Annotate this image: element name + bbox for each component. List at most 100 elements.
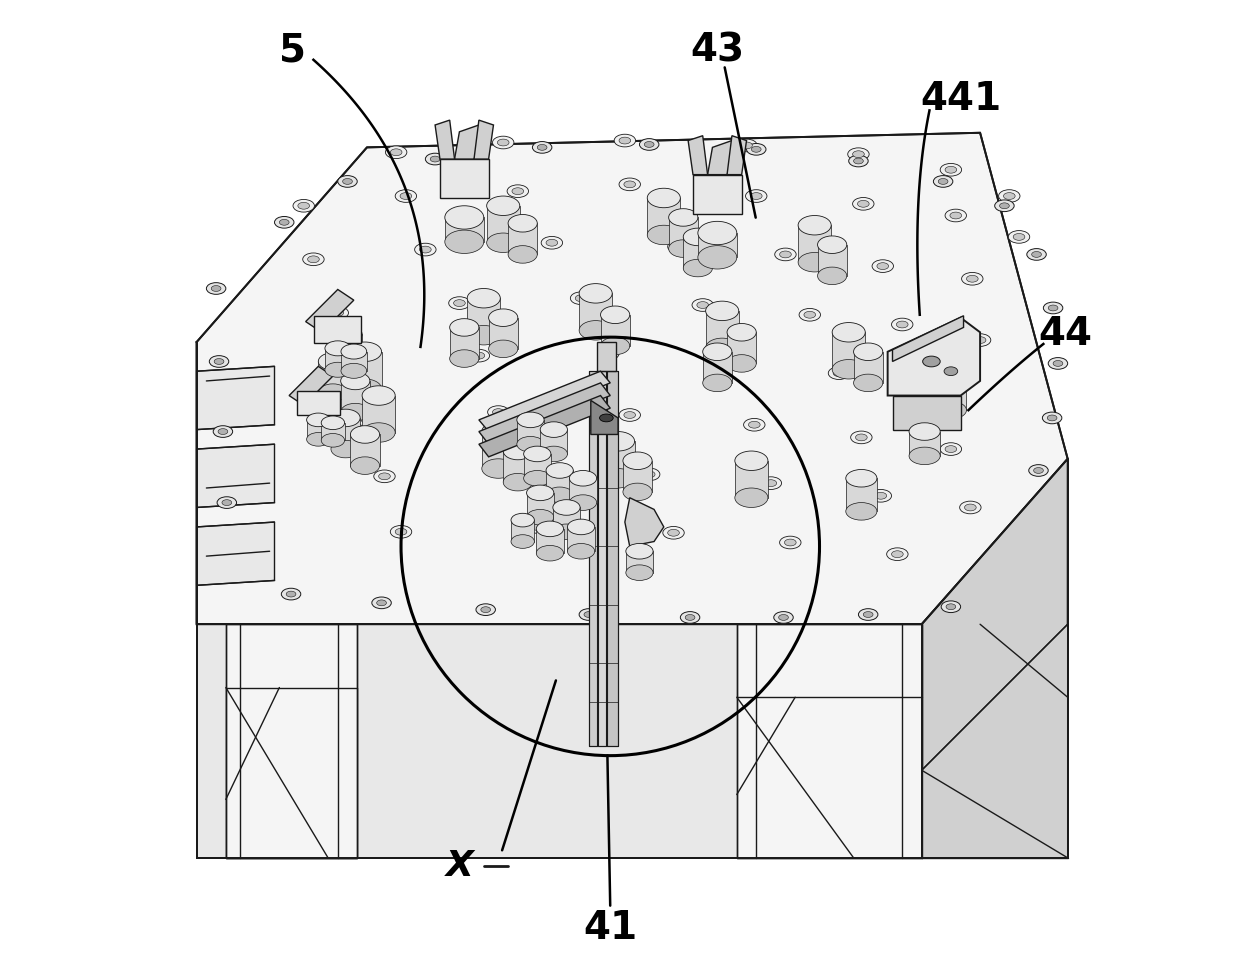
Ellipse shape xyxy=(645,142,653,147)
Ellipse shape xyxy=(647,188,681,208)
Ellipse shape xyxy=(503,442,532,460)
Ellipse shape xyxy=(598,347,619,360)
Ellipse shape xyxy=(1013,233,1025,240)
Ellipse shape xyxy=(293,199,315,212)
Polygon shape xyxy=(341,381,370,412)
Polygon shape xyxy=(489,317,518,348)
Ellipse shape xyxy=(346,363,358,370)
Polygon shape xyxy=(503,451,532,482)
Polygon shape xyxy=(527,493,554,517)
Ellipse shape xyxy=(945,446,957,453)
Ellipse shape xyxy=(998,189,1021,202)
Ellipse shape xyxy=(1003,192,1016,199)
Ellipse shape xyxy=(1027,249,1047,261)
Ellipse shape xyxy=(923,356,940,367)
Ellipse shape xyxy=(863,612,873,618)
Ellipse shape xyxy=(828,367,849,380)
Ellipse shape xyxy=(601,468,635,488)
Ellipse shape xyxy=(579,609,599,621)
Ellipse shape xyxy=(683,228,713,246)
Polygon shape xyxy=(688,136,708,175)
Ellipse shape xyxy=(537,144,547,150)
Ellipse shape xyxy=(386,146,407,158)
Ellipse shape xyxy=(749,422,760,428)
Ellipse shape xyxy=(517,436,544,452)
Polygon shape xyxy=(197,522,274,586)
Ellipse shape xyxy=(512,468,523,474)
Polygon shape xyxy=(435,120,455,159)
Ellipse shape xyxy=(341,403,370,421)
Ellipse shape xyxy=(329,324,362,344)
Ellipse shape xyxy=(799,308,821,321)
Ellipse shape xyxy=(492,137,513,148)
Ellipse shape xyxy=(722,355,743,368)
Text: 43: 43 xyxy=(691,31,744,69)
Ellipse shape xyxy=(487,406,510,419)
Ellipse shape xyxy=(298,202,310,209)
Ellipse shape xyxy=(817,236,847,254)
Ellipse shape xyxy=(735,140,758,151)
Ellipse shape xyxy=(210,355,228,367)
Ellipse shape xyxy=(306,432,330,446)
Polygon shape xyxy=(226,625,357,858)
Ellipse shape xyxy=(449,297,470,309)
Ellipse shape xyxy=(746,143,766,155)
Polygon shape xyxy=(727,136,746,175)
Ellipse shape xyxy=(779,615,789,621)
Ellipse shape xyxy=(765,480,776,487)
Ellipse shape xyxy=(780,536,801,549)
Ellipse shape xyxy=(570,292,591,305)
Polygon shape xyxy=(467,299,500,335)
Ellipse shape xyxy=(321,416,345,429)
Polygon shape xyxy=(737,625,921,858)
Ellipse shape xyxy=(541,422,568,437)
Ellipse shape xyxy=(331,440,360,458)
Ellipse shape xyxy=(342,179,352,184)
Ellipse shape xyxy=(774,612,794,624)
Ellipse shape xyxy=(391,525,412,538)
Ellipse shape xyxy=(817,267,847,285)
Ellipse shape xyxy=(481,607,491,613)
Ellipse shape xyxy=(1043,412,1061,424)
Ellipse shape xyxy=(740,142,753,148)
Polygon shape xyxy=(647,198,681,235)
Text: 5: 5 xyxy=(279,31,305,69)
Polygon shape xyxy=(893,316,963,361)
Ellipse shape xyxy=(546,463,573,478)
Ellipse shape xyxy=(735,488,768,508)
Polygon shape xyxy=(517,420,544,444)
Ellipse shape xyxy=(489,309,518,326)
Ellipse shape xyxy=(489,340,518,357)
Polygon shape xyxy=(455,125,489,159)
Ellipse shape xyxy=(450,318,479,336)
Ellipse shape xyxy=(351,426,379,443)
Text: 44: 44 xyxy=(1039,315,1092,353)
Ellipse shape xyxy=(663,526,684,539)
Ellipse shape xyxy=(832,322,866,342)
Ellipse shape xyxy=(760,477,781,489)
Ellipse shape xyxy=(537,546,563,561)
Ellipse shape xyxy=(999,203,1009,209)
Ellipse shape xyxy=(1032,252,1042,258)
Ellipse shape xyxy=(396,528,407,535)
Ellipse shape xyxy=(853,374,883,391)
Ellipse shape xyxy=(706,302,739,320)
Ellipse shape xyxy=(575,295,587,302)
Ellipse shape xyxy=(647,225,681,245)
Ellipse shape xyxy=(916,382,947,399)
Ellipse shape xyxy=(325,341,351,356)
Polygon shape xyxy=(553,508,580,532)
Ellipse shape xyxy=(727,354,756,372)
Ellipse shape xyxy=(727,358,738,365)
Ellipse shape xyxy=(217,497,237,508)
Ellipse shape xyxy=(892,550,903,557)
Text: 441: 441 xyxy=(920,80,1001,118)
Ellipse shape xyxy=(1053,360,1063,366)
Ellipse shape xyxy=(1043,303,1063,314)
Ellipse shape xyxy=(308,256,319,263)
Ellipse shape xyxy=(846,503,877,520)
Ellipse shape xyxy=(668,240,698,258)
Ellipse shape xyxy=(624,412,636,419)
Ellipse shape xyxy=(622,452,652,469)
Ellipse shape xyxy=(727,323,756,341)
